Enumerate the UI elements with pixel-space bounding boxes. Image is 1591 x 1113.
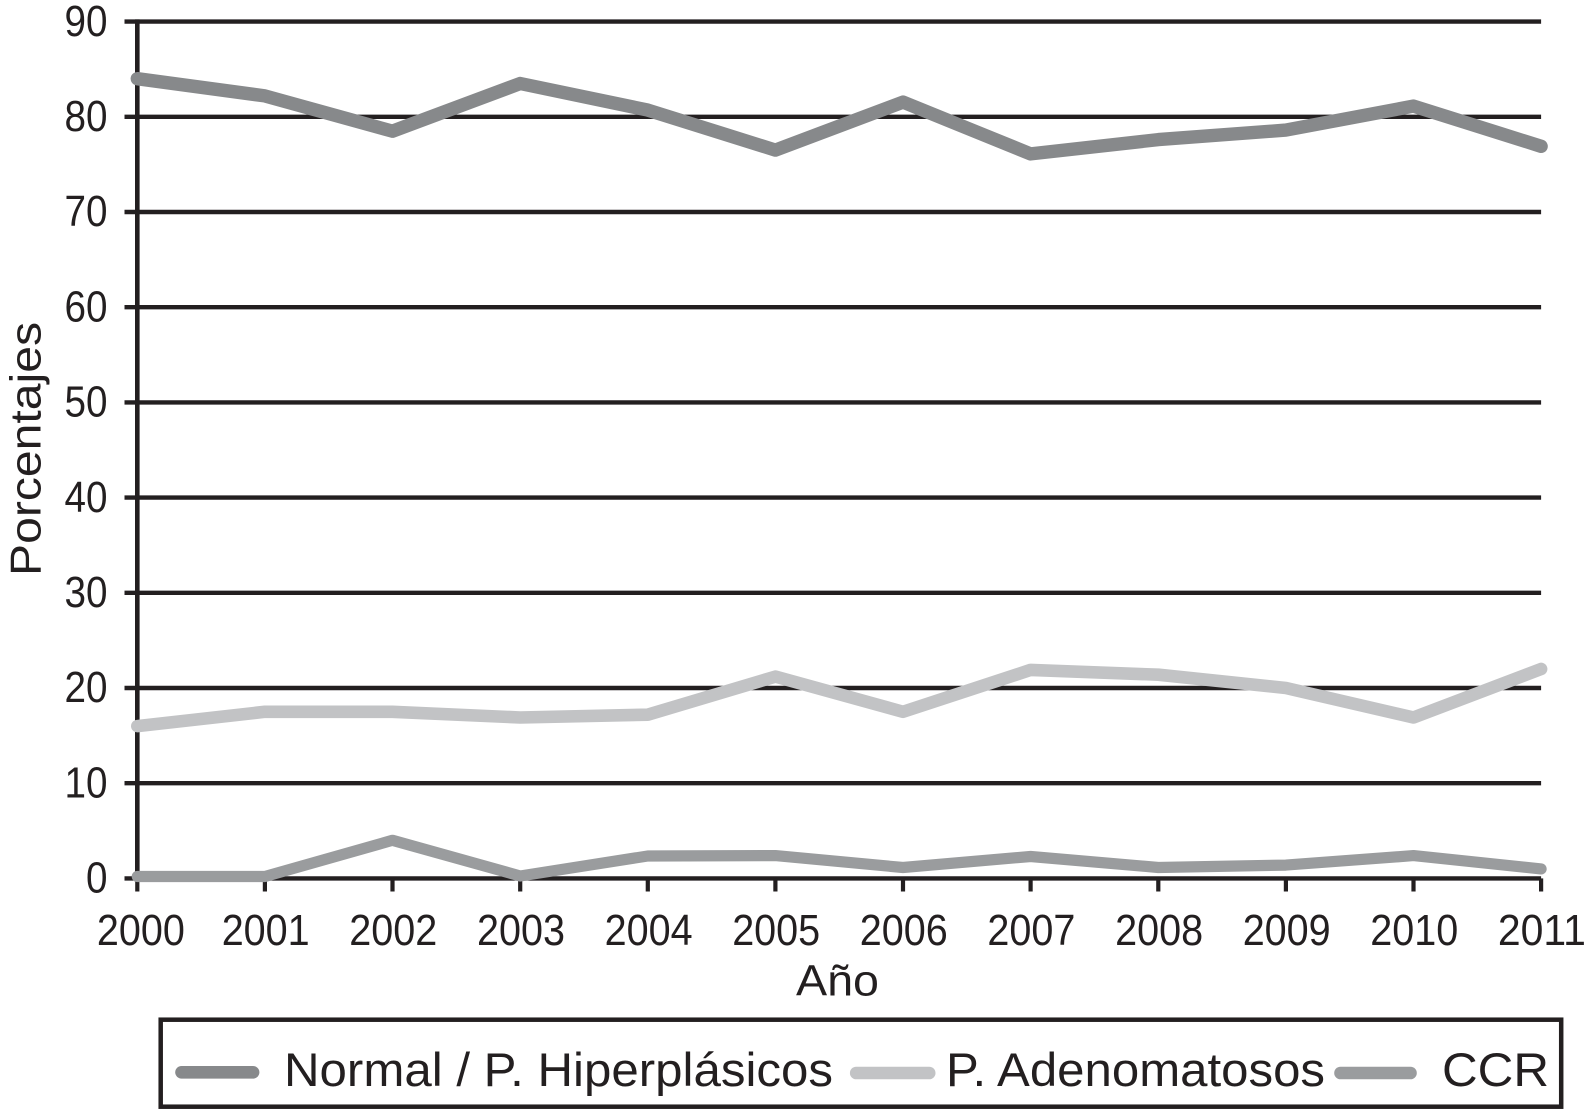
svg-text:2003: 2003 [477, 906, 565, 955]
svg-text:2004: 2004 [605, 906, 693, 955]
svg-text:90: 90 [65, 0, 108, 46]
svg-text:10: 10 [65, 758, 108, 807]
svg-text:Año: Año [796, 957, 879, 1006]
svg-text:2006: 2006 [860, 906, 948, 955]
svg-text:70: 70 [65, 187, 108, 236]
svg-text:20: 20 [65, 663, 108, 712]
svg-text:2008: 2008 [1115, 906, 1203, 955]
svg-text:2000: 2000 [97, 906, 185, 955]
svg-text:2005: 2005 [732, 906, 820, 955]
svg-text:2009: 2009 [1243, 906, 1331, 955]
svg-text:Normal / P. Hiperplásicos: Normal / P. Hiperplásicos [284, 1043, 833, 1096]
svg-text:CCR: CCR [1442, 1043, 1549, 1096]
svg-text:50: 50 [65, 378, 108, 427]
svg-text:40: 40 [65, 473, 108, 522]
svg-text:2002: 2002 [349, 906, 437, 955]
svg-text:2011: 2011 [1498, 906, 1586, 955]
svg-text:60: 60 [65, 282, 108, 331]
svg-text:2001: 2001 [222, 906, 310, 955]
svg-text:P. Adenomatosos: P. Adenomatosos [946, 1043, 1325, 1096]
svg-text:30: 30 [65, 568, 108, 617]
svg-text:2007: 2007 [987, 906, 1075, 955]
svg-text:80: 80 [65, 92, 108, 141]
svg-text:0: 0 [86, 854, 108, 903]
svg-text:2010: 2010 [1370, 906, 1458, 955]
svg-text:Porcentajes: Porcentajes [1, 322, 50, 576]
